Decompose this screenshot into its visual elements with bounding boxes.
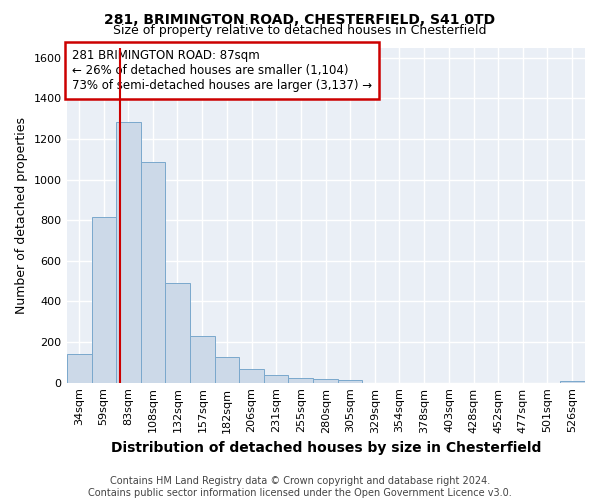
Text: 281, BRIMINGTON ROAD, CHESTERFIELD, S41 0TD: 281, BRIMINGTON ROAD, CHESTERFIELD, S41 … <box>104 12 496 26</box>
Bar <box>165 283 190 382</box>
Bar <box>92 217 116 382</box>
Bar <box>560 380 585 382</box>
Bar <box>239 370 264 382</box>
Text: 281 BRIMINGTON ROAD: 87sqm
← 26% of detached houses are smaller (1,104)
73% of s: 281 BRIMINGTON ROAD: 87sqm ← 26% of deta… <box>72 49 372 92</box>
Bar <box>67 354 92 382</box>
Bar <box>215 358 239 382</box>
Bar <box>288 378 313 382</box>
Bar <box>338 380 362 382</box>
X-axis label: Distribution of detached houses by size in Chesterfield: Distribution of detached houses by size … <box>110 441 541 455</box>
Bar <box>190 336 215 382</box>
Bar <box>264 375 288 382</box>
Text: Contains HM Land Registry data © Crown copyright and database right 2024.
Contai: Contains HM Land Registry data © Crown c… <box>88 476 512 498</box>
Bar <box>116 122 141 382</box>
Bar <box>141 162 165 382</box>
Bar <box>313 379 338 382</box>
Y-axis label: Number of detached properties: Number of detached properties <box>15 116 28 314</box>
Text: Size of property relative to detached houses in Chesterfield: Size of property relative to detached ho… <box>113 24 487 37</box>
